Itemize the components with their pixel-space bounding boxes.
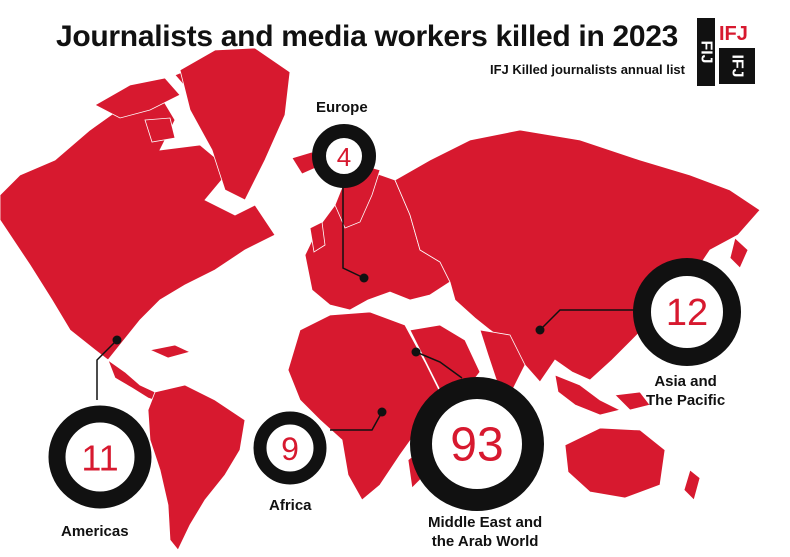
ring-americas: 11 (48, 405, 152, 509)
connector-lines (96, 183, 638, 431)
south-america (147, 384, 246, 551)
label-europe: Europe (316, 99, 368, 116)
count-americas: 11 (81, 438, 118, 479)
connector-asia (539, 309, 638, 331)
label-americas: Americas (61, 523, 129, 540)
asia (394, 129, 761, 383)
connector-africa (330, 411, 383, 431)
central-america (107, 358, 161, 403)
australia (564, 427, 666, 499)
label-africa: Africa (269, 497, 312, 514)
ring-middle-east: 93 (410, 377, 544, 511)
svg-text:IFJ: IFJ (729, 54, 746, 77)
label-asia-pacific: Asia and The Pacific (646, 373, 726, 409)
arctic-islands (94, 77, 181, 119)
africa (287, 311, 441, 501)
connector-middle-east (415, 351, 463, 379)
ring-asia-pacific: 12 (633, 258, 741, 366)
logo-top-text: IFJ (719, 23, 748, 45)
connector-americas (96, 339, 118, 400)
ring-africa: 9 (253, 411, 327, 485)
logo-side-text: FIJ (698, 40, 715, 63)
location-dots (112, 273, 545, 417)
count-africa: 9 (281, 431, 299, 467)
count-middle-east: 93 (450, 419, 503, 472)
count-asia-pacific: 12 (666, 292, 708, 334)
greenland (179, 47, 291, 201)
count-europe: 4 (337, 142, 351, 172)
ring-europe: 4 (312, 124, 376, 188)
page-subtitle: IFJ Killed journalists annual list (489, 62, 685, 77)
connector-europe (342, 183, 365, 279)
page-title: Journalists and media workers killed in … (56, 20, 679, 53)
label-middle-east: Middle East and the Arab World (428, 514, 543, 550)
ifj-logo: FIJ IFJ IFJ (697, 18, 755, 86)
